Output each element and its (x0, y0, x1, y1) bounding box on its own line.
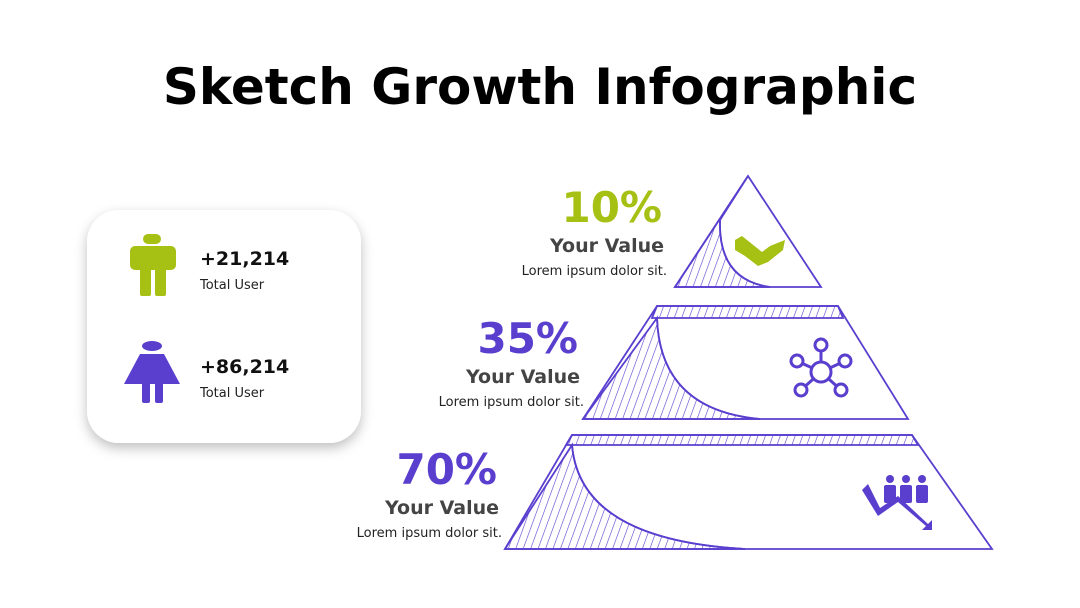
stat-label: Total User (199, 386, 265, 401)
percent: 35% (477, 314, 578, 363)
female-icon (124, 341, 180, 403)
description: Lorem ipsum dolor sit. (357, 526, 502, 541)
growth-icon (862, 475, 932, 530)
heading: Your Value (384, 497, 499, 519)
description: Lorem ipsum dolor sit. (439, 395, 584, 410)
stat-value: +21,214 (200, 248, 289, 270)
pyramid (503, 174, 994, 550)
heading: Your Value (465, 366, 580, 388)
percent: 70% (396, 445, 497, 494)
stat-label: Total User (199, 278, 265, 293)
stats-card (87, 210, 361, 443)
percent: 10% (561, 183, 662, 232)
title: Sketch Growth Infographic (163, 58, 917, 116)
stat-value: +86,214 (200, 356, 289, 378)
heading: Your Value (549, 235, 664, 257)
male-icon (130, 234, 176, 296)
handshake-icon (735, 236, 785, 266)
description: Lorem ipsum dolor sit. (522, 264, 667, 279)
network-icon (789, 337, 853, 398)
